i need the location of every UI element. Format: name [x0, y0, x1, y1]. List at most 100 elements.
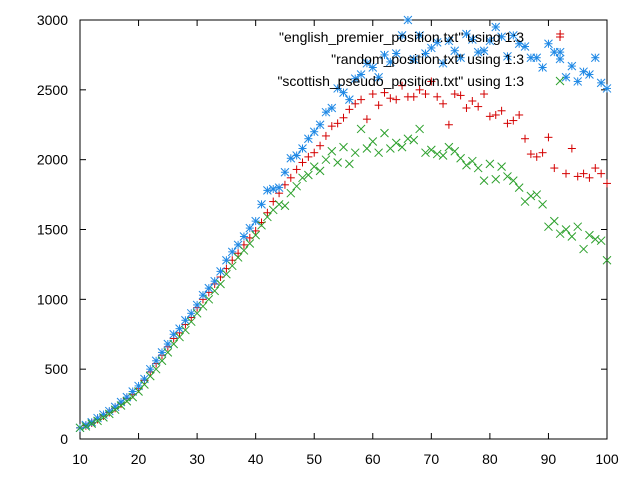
data-point — [526, 150, 535, 159]
data-point — [444, 142, 454, 152]
data-point — [590, 234, 600, 244]
data-point — [450, 46, 460, 56]
data-point — [304, 152, 313, 161]
data-point — [362, 58, 372, 68]
data-point — [357, 95, 366, 104]
data-point — [591, 164, 600, 173]
data-point — [380, 128, 389, 138]
legend-marker — [555, 76, 565, 86]
data-point — [327, 103, 337, 113]
data-point — [181, 315, 190, 325]
data-point — [544, 39, 553, 49]
data-point — [274, 200, 284, 209]
series-cross — [75, 124, 612, 433]
legend-entry: "random_position.txt" using 1:3 — [331, 51, 565, 67]
data-point — [227, 261, 237, 271]
data-point — [603, 179, 611, 188]
data-point — [491, 174, 501, 184]
data-point — [362, 115, 371, 124]
data-point — [503, 51, 512, 61]
data-point — [315, 120, 325, 130]
y-tick-label: 1500 — [37, 222, 68, 238]
data-point — [415, 31, 424, 40]
data-point — [368, 63, 378, 72]
data-point — [421, 90, 430, 99]
y-tick-label: 1000 — [37, 291, 68, 307]
data-point — [339, 88, 348, 97]
data-point — [321, 107, 331, 117]
data-point — [140, 380, 149, 389]
data-point — [521, 134, 530, 143]
data-point — [403, 134, 413, 144]
data-point — [433, 92, 442, 101]
data-point — [309, 162, 319, 172]
data-point — [479, 46, 489, 56]
data-point — [444, 36, 454, 46]
axis-ticks: 10 20 30 40 50 60 70 80 90 1000500100015002000250… — [37, 12, 619, 467]
data-point — [362, 144, 372, 153]
data-point — [292, 165, 301, 174]
data-point — [567, 232, 577, 241]
data-point — [427, 77, 436, 86]
legend-label: "english_premier_position.txt" using 1:3 — [279, 29, 524, 45]
data-point — [345, 105, 354, 114]
data-point — [497, 32, 506, 42]
data-point — [292, 151, 302, 160]
data-point — [503, 119, 512, 128]
data-point — [350, 74, 360, 84]
data-point — [345, 95, 354, 104]
data-point — [573, 172, 582, 181]
data-point — [491, 110, 500, 119]
data-point — [503, 172, 512, 181]
legend-label: "scottish_pseudo_position.txt" using 1:3 — [277, 73, 524, 89]
data-point — [116, 401, 126, 410]
data-point — [392, 95, 401, 104]
data-point — [597, 169, 606, 178]
data-point — [409, 135, 419, 145]
data-point — [426, 145, 436, 155]
data-point — [157, 356, 167, 366]
data-point — [473, 47, 483, 57]
data-point — [561, 72, 571, 82]
data-point — [602, 84, 612, 93]
data-point — [508, 31, 518, 40]
data-point — [573, 222, 583, 232]
data-point — [239, 232, 249, 241]
data-point — [333, 158, 342, 167]
data-point — [310, 148, 319, 157]
data-point — [104, 409, 114, 419]
data-point — [81, 422, 91, 431]
data-point — [485, 112, 494, 121]
data-point — [286, 173, 295, 182]
data-point — [456, 91, 465, 100]
data-point — [497, 106, 506, 115]
data-point — [509, 116, 518, 125]
data-point — [409, 54, 419, 64]
x-tick-label: 100 — [595, 451, 619, 467]
data-point — [257, 200, 266, 209]
data-point — [356, 124, 366, 134]
data-point — [368, 137, 378, 146]
y-tick-label: 0 — [60, 431, 68, 447]
data-point — [257, 220, 266, 230]
data-point — [339, 113, 348, 122]
data-point — [549, 216, 559, 226]
x-tick-label: 80 — [482, 451, 498, 467]
data-point — [391, 138, 401, 148]
data-point — [321, 155, 331, 165]
data-point — [561, 225, 571, 234]
data-point — [245, 239, 255, 248]
data-point — [216, 267, 225, 276]
data-point — [192, 308, 202, 318]
data-point — [532, 53, 542, 63]
data-point — [263, 186, 272, 195]
data-point — [444, 120, 453, 129]
data-point — [99, 412, 108, 422]
data-point — [368, 90, 377, 99]
data-point — [456, 153, 465, 163]
data-point — [550, 164, 559, 173]
data-point — [590, 53, 600, 63]
x-tick-label: 10 — [72, 451, 88, 467]
data-point — [438, 151, 448, 160]
legend-label: "random_position.txt" using 1:3 — [331, 51, 524, 67]
